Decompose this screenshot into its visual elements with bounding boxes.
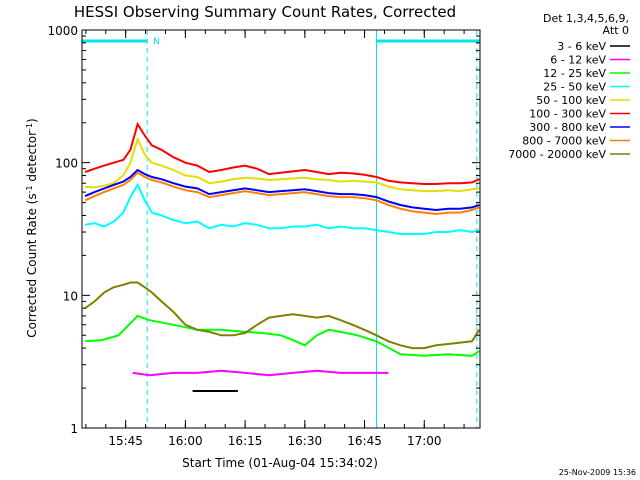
legend-label-4: 50 - 100 keV (536, 94, 606, 107)
series-7-line (84, 171, 480, 216)
y-axis-label-sup1: -1 (25, 185, 34, 193)
night-markers: N (82, 30, 480, 428)
y-axis-label-sup2: -1 (25, 123, 34, 131)
series-6-line (84, 168, 480, 212)
legend-title-2: Att 0 (603, 24, 629, 37)
x-tick-label-5: 17:00 (407, 434, 442, 448)
chart-title: HESSI Observing Summary Count Rates, Cor… (74, 3, 456, 21)
y-tick-label-0: 1 (70, 422, 78, 436)
plot-frame (81, 29, 481, 429)
night-label: N (153, 37, 160, 47)
legend-label-3: 25 - 50 keV (543, 81, 606, 94)
series-8-line (84, 281, 481, 350)
timestamp: 25-Nov-2009 15:36 (559, 468, 636, 477)
x-tick-label-3: 16:30 (288, 434, 323, 448)
axes: 1 10 100 1000 15:45 16:00 16:15 16:30 16:45 17:00 (47, 24, 481, 448)
legend-title-1: Det 1,3,4,5,6,9, (543, 12, 629, 25)
legend-label-5: 100 - 300 keV (529, 108, 606, 121)
series-5-line (84, 121, 480, 185)
legend-label-2: 12 - 25 keV (543, 67, 606, 80)
legend-label-0: 3 - 6 keV (557, 40, 606, 53)
y-axis-label-main: Corrected Count Rate (s (25, 193, 39, 337)
x-tick-label-1: 16:00 (168, 434, 203, 448)
legend-label-1: 6 - 12 keV (550, 54, 606, 67)
series-3-line (84, 182, 480, 235)
series-1-line (132, 369, 389, 377)
x-axis-label: Start Time (01-Aug-04 15:34:02) (182, 456, 378, 470)
y-axis-label: Corrected Count Rate (s-1 detector-1) (25, 118, 40, 337)
legend-label-6: 300 - 800 keV (529, 121, 606, 134)
series-2-line (85, 314, 480, 357)
series-lines (84, 121, 481, 392)
legend-label-7: 800 - 7000 keV (522, 135, 606, 148)
x-tick-label-4: 16:45 (347, 434, 382, 448)
y-tick-label-1: 10 (63, 289, 78, 303)
series-4-line (85, 136, 480, 193)
x-tick-label-0: 15:45 (108, 434, 143, 448)
y-tick-label-2: 100 (55, 157, 78, 171)
y-axis-label-mid: detector (25, 131, 39, 186)
y-tick-label-3: 1000 (47, 24, 78, 38)
y-axis-label-end: ) (25, 118, 39, 123)
x-tick-label-2: 16:15 (228, 434, 263, 448)
legend-label-8: 7000 - 20000 keV (508, 148, 606, 161)
